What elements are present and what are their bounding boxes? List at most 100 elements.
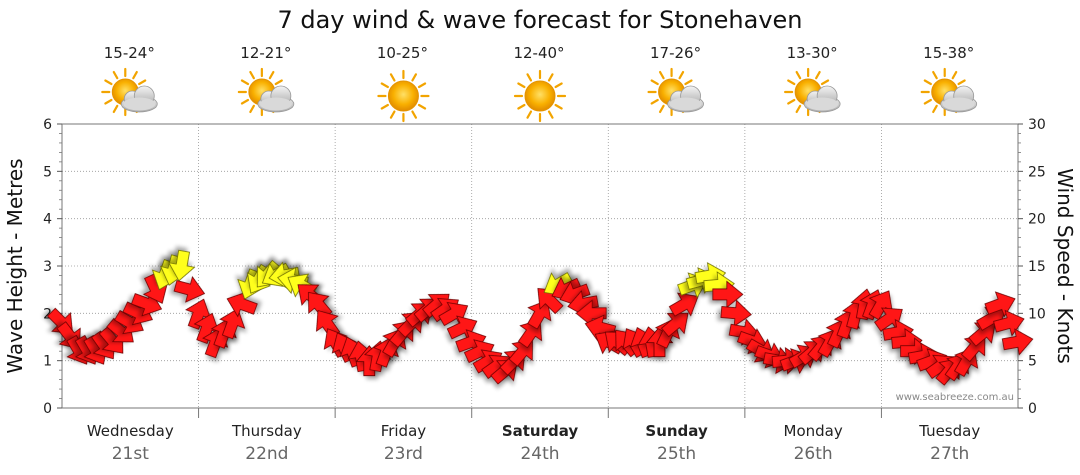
cloud-fill xyxy=(942,97,975,111)
sun-ray xyxy=(787,98,796,105)
cloud-fill xyxy=(259,97,292,111)
day-temperature: 15-24° xyxy=(104,44,155,62)
sun-ray xyxy=(411,110,418,119)
day-name: Monday xyxy=(784,422,843,440)
sun-ray xyxy=(249,104,255,114)
cloud xyxy=(667,85,704,113)
right-axis: 0 5 10 15 20 25 30 xyxy=(1018,117,1046,417)
sun-ray xyxy=(815,70,821,80)
day-name: Tuesday xyxy=(918,422,980,440)
cloud xyxy=(803,85,841,113)
sun-ray xyxy=(951,70,958,80)
right-tick-label: 5 xyxy=(1028,354,1037,370)
left-tick-label: 6 xyxy=(43,117,52,133)
day-temperature: 17-26° xyxy=(650,44,701,62)
wind-arrows xyxy=(46,249,1034,386)
wind-arrow xyxy=(993,309,1025,337)
sun-ray xyxy=(923,98,932,105)
sun-ray xyxy=(526,110,533,119)
sun-ray xyxy=(795,70,802,80)
sun-ray xyxy=(650,98,659,105)
sun-rays xyxy=(377,69,430,123)
chart-title: 7 day wind & wave forecast for Stonehave… xyxy=(277,6,802,34)
day-name: Thursday xyxy=(231,422,302,440)
day-name: Wednesday xyxy=(87,422,174,440)
sun-ray xyxy=(274,79,283,86)
sun-ray xyxy=(547,110,554,119)
grid xyxy=(62,124,1018,408)
wind-arrow xyxy=(1001,328,1034,356)
day-date: 27th xyxy=(930,444,969,464)
sun-ray xyxy=(554,103,563,110)
right-tick-label: 30 xyxy=(1028,117,1046,133)
day-date: 25th xyxy=(657,444,696,464)
wind-arrow xyxy=(661,312,689,338)
sun-cloud-icon xyxy=(101,67,158,117)
sun-ray xyxy=(380,103,389,110)
day-date: 23rd xyxy=(384,444,423,464)
sun-ray xyxy=(526,73,533,82)
sun-cloud-icon xyxy=(237,67,295,117)
right-tick-label: 25 xyxy=(1028,164,1046,180)
sun-ray xyxy=(132,70,138,80)
sun-ray xyxy=(380,82,389,89)
sun-ray xyxy=(787,79,796,86)
sun-ray xyxy=(138,79,147,86)
right-tick-label: 20 xyxy=(1028,212,1046,228)
watermark: www.seabreeze.com.au xyxy=(896,392,1014,403)
cloud xyxy=(257,85,295,113)
cloud-fill xyxy=(669,97,702,111)
day-temperature: 12-40° xyxy=(513,44,564,62)
left-axis: 0 1 2 3 4 5 6 xyxy=(43,117,62,417)
day-name: Saturday xyxy=(502,422,579,440)
left-axis-title: Wave Height - Metres xyxy=(3,158,27,373)
sun-ray xyxy=(957,79,966,86)
sun-ray xyxy=(411,73,418,82)
sun-cloud-icon xyxy=(647,67,704,117)
sun-ray xyxy=(389,110,396,119)
sun-ray xyxy=(932,70,938,80)
left-tick-label: 0 xyxy=(43,401,52,417)
left-tick-label: 5 xyxy=(43,164,52,180)
cloud-fill xyxy=(806,97,839,111)
day-name: Friday xyxy=(381,422,427,440)
sun-ray xyxy=(104,79,113,86)
sun-disc xyxy=(524,80,556,112)
wind-arrow xyxy=(968,322,996,347)
weather-icons xyxy=(101,67,978,123)
sun-ray xyxy=(554,82,563,89)
sun-ray xyxy=(249,70,255,80)
wind-arrow xyxy=(712,280,744,309)
right-tick-label: 10 xyxy=(1028,306,1046,322)
wind-arrow xyxy=(984,291,1016,318)
cloud-fill xyxy=(123,97,156,111)
day-temperature: 15-38° xyxy=(923,44,974,62)
sun-rays xyxy=(513,69,567,123)
right-tick-label: 15 xyxy=(1028,259,1046,275)
sun-ray xyxy=(240,98,250,105)
sun-ray xyxy=(658,70,665,80)
day-date: 21st xyxy=(112,444,149,464)
day-temperature: 13-30° xyxy=(787,44,838,62)
sun-ray xyxy=(112,104,119,114)
day-date: 26th xyxy=(794,444,833,464)
day-date: 24th xyxy=(520,444,559,464)
wind-arrow xyxy=(219,308,246,340)
day-temperature: 10-25° xyxy=(377,44,428,62)
sun-ray xyxy=(820,79,830,86)
left-tick-label: 4 xyxy=(43,212,52,228)
sun-ray xyxy=(417,103,427,110)
sun-cloud-icon xyxy=(920,67,978,117)
sun-ray xyxy=(517,82,526,89)
day-date: 22nd xyxy=(245,444,288,464)
sun-ray xyxy=(112,70,119,80)
sun-icon xyxy=(377,69,430,123)
left-tick-label: 2 xyxy=(43,306,52,322)
left-tick-label: 3 xyxy=(43,259,52,275)
wind-arrow xyxy=(668,292,699,317)
day-labels: Wednesday 21st Thursday 22nd Friday 23rd Satur… xyxy=(87,408,980,464)
wind-arrow xyxy=(527,299,552,330)
sun-ray xyxy=(678,70,685,80)
